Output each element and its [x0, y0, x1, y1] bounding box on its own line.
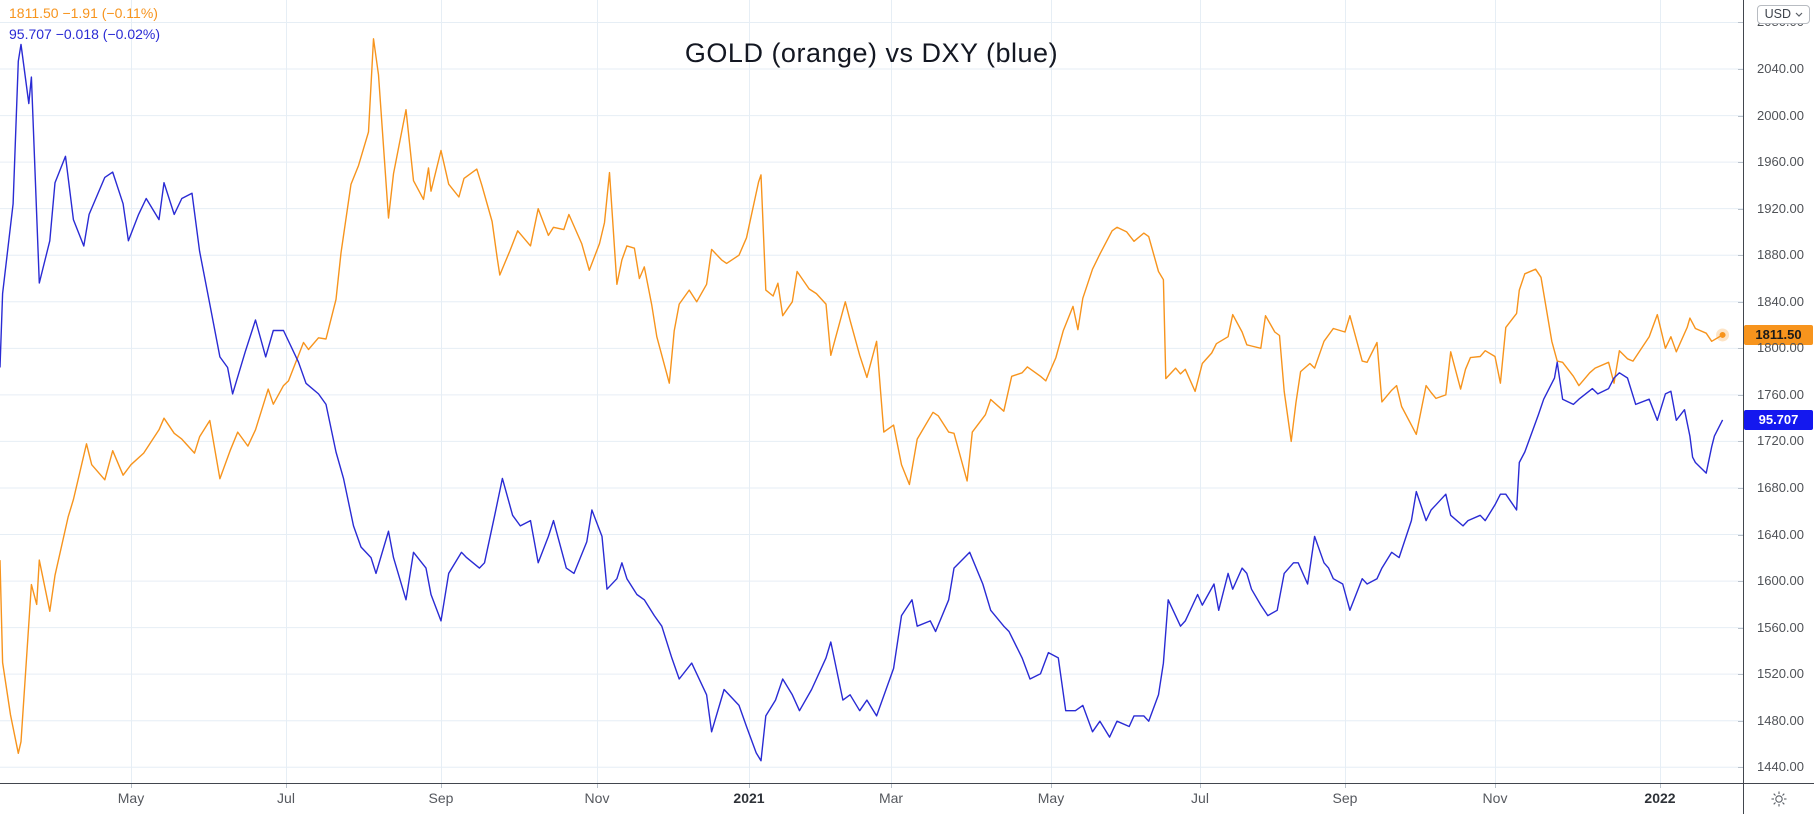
price-tick-label: 1760.00 [1757, 386, 1804, 402]
price-tick-label: 1880.00 [1757, 247, 1804, 263]
price-tick-label: 1840.00 [1757, 293, 1804, 309]
gold-series-line [0, 38, 1723, 754]
axis-separator-vertical [1743, 0, 1744, 814]
grid [0, 0, 1743, 783]
price-tick-label: 1520.00 [1757, 666, 1804, 682]
time-tick-mark [286, 783, 287, 788]
chart-plot-area[interactable] [0, 0, 1743, 783]
time-axis[interactable]: May Jul Sep Nov 2021 Mar May Jul Sep Nov 2022 [0, 783, 1743, 814]
time-tick-label: Mar [878, 790, 904, 806]
price-tick-mark [1738, 115, 1743, 117]
price-tick-mark [1738, 22, 1743, 24]
price-tick-mark [1738, 720, 1743, 722]
chart-canvas[interactable] [0, 0, 1743, 783]
dxy-series-line [0, 43, 1724, 762]
legend-gold-row: 1811.50 −1.91 (−0.11%) [9, 5, 158, 21]
price-tick-mark [1738, 627, 1743, 629]
time-tick-label: 2021 [733, 790, 765, 806]
time-tick-mark [1200, 783, 1201, 788]
gear-icon[interactable] [1771, 791, 1787, 807]
price-tick-label: 1480.00 [1757, 712, 1804, 728]
time-tick-mark [597, 783, 598, 788]
gold-price-badge: 1811.50 [1744, 324, 1813, 345]
price-tick-mark [1738, 674, 1743, 676]
time-tick-label: Jul [1191, 790, 1209, 806]
price-tick-label: 1640.00 [1757, 526, 1804, 542]
dxy-price-badge: 95.707 [1744, 409, 1813, 430]
price-tick-label: 1920.00 [1757, 200, 1804, 216]
price-tick-label: 1600.00 [1757, 573, 1804, 589]
axis-settings-corner [1744, 784, 1814, 814]
time-tick-label: Nov [1482, 790, 1508, 806]
price-tick-mark [1738, 255, 1743, 257]
price-tick-label: 2000.00 [1757, 107, 1804, 123]
time-tick-mark [1660, 783, 1661, 788]
usd-currency-button[interactable]: USD [1756, 5, 1810, 24]
price-tick-mark [1738, 301, 1743, 303]
price-tick-mark [1738, 394, 1743, 396]
legend: 1811.50 −1.91 (−0.11%) 95.707 −0.018 (−0… [9, 3, 160, 45]
time-tick-label: Sep [1332, 790, 1358, 806]
price-tick-label: 2040.00 [1757, 61, 1804, 76]
price-tick-mark [1738, 487, 1743, 489]
time-tick-label: Sep [428, 790, 454, 806]
price-tick-mark [1738, 208, 1743, 210]
last-point-marker [1716, 328, 1730, 342]
time-tick-mark [441, 783, 442, 788]
price-tick-label: 1960.00 [1757, 154, 1804, 170]
price-tick-mark [1738, 767, 1743, 769]
price-tick-mark [1738, 534, 1743, 536]
legend-dxy-row: 95.707 −0.018 (−0.02%) [9, 26, 161, 42]
price-tick-label: 1560.00 [1757, 619, 1804, 635]
time-tick-label: May [117, 790, 145, 806]
time-tick-mark [131, 783, 132, 788]
price-tick-mark [1738, 162, 1743, 164]
usd-button-label: USD [1764, 7, 1791, 21]
time-tick-label: May [1037, 790, 1065, 806]
chart-title: GOLD (orange) vs DXY (blue) [684, 38, 1059, 68]
time-tick-label: Jul [277, 790, 295, 806]
time-tick-mark [749, 783, 750, 788]
time-tick-mark [1051, 783, 1052, 788]
time-tick-label: Nov [584, 790, 610, 806]
time-tick-label: 2022 [1644, 790, 1676, 806]
time-tick-mark [1495, 783, 1496, 788]
price-tick-mark [1738, 348, 1743, 350]
price-tick-label: 1800.00 [1757, 340, 1804, 356]
price-axis[interactable]: 1811.50 95.707 2080.002040.002000.001960… [1738, 0, 1814, 814]
time-tick-mark [1345, 783, 1346, 788]
chevron-down-icon [1795, 12, 1803, 17]
price-tick-mark [1738, 581, 1743, 583]
axis-separator-horizontal [0, 783, 1814, 784]
price-tick-mark [1738, 69, 1743, 70]
price-tick-label: 1720.00 [1757, 433, 1804, 449]
price-tick-label: 1440.00 [1757, 759, 1804, 775]
time-tick-mark [891, 783, 892, 788]
price-tick-label: 1680.00 [1757, 479, 1804, 495]
price-tick-mark [1738, 441, 1743, 443]
